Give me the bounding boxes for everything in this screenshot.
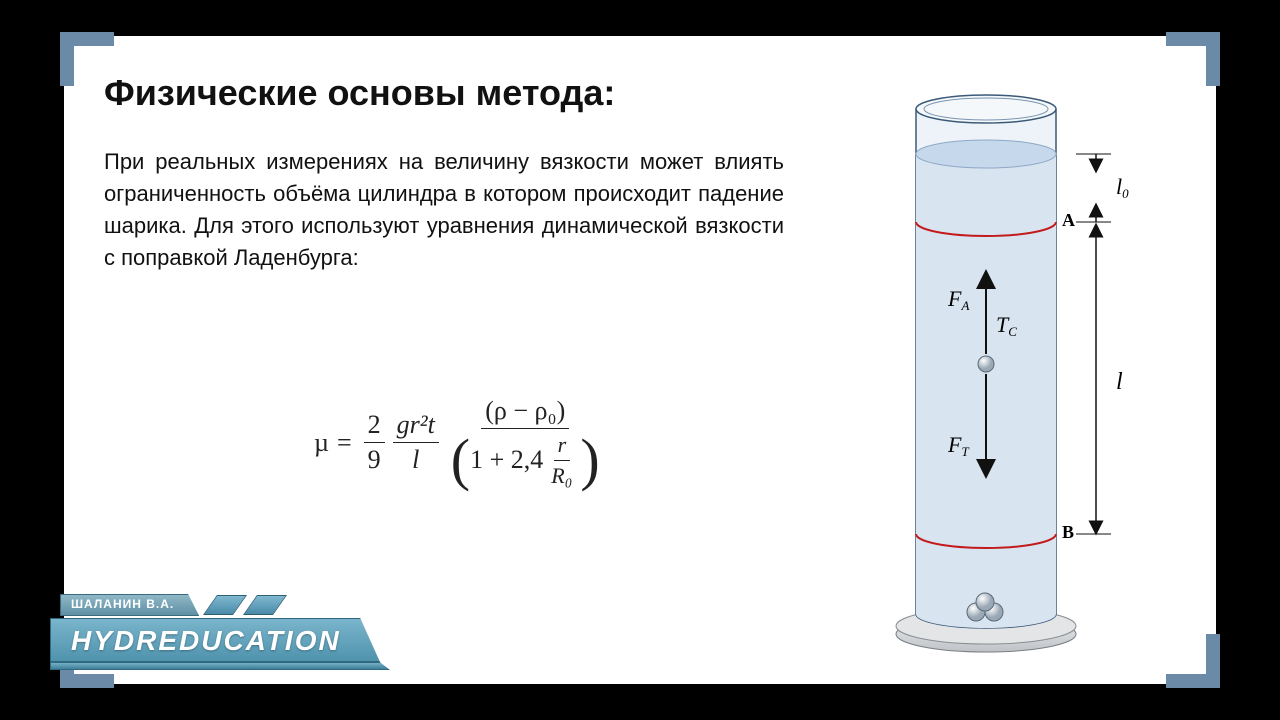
fraction-2-9: 2 9 [364, 410, 385, 475]
banner-slash-2 [243, 595, 287, 615]
dim-l-label: l [1116, 369, 1123, 395]
slide-title: Физические основы метода: [104, 72, 615, 114]
slide-content: Физические основы метода: При реальных и… [64, 36, 1216, 684]
banner-underline [50, 662, 390, 670]
slide-body-text: При реальных измерениях на величину вязк… [104, 146, 784, 274]
fraction-grt-l: gr²t l [393, 410, 439, 475]
formula-lhs: µ [314, 428, 329, 458]
brand-label: HYDREDUCATION [50, 618, 380, 662]
channel-banner: ШАЛАНИН В.А. HYDREDUCATION [50, 594, 410, 672]
cylinder-diagram: A B FA TC FT l0 l [876, 54, 1176, 666]
mark-b-label: B [1062, 522, 1074, 542]
formula-ladenburg: µ = 2 9 gr²t l (ρ − ρ₀) 1 + 2,4 r [314, 396, 608, 489]
author-label: ШАЛАНИН В.А. [60, 594, 199, 616]
dim-l0-label: l0 [1116, 174, 1129, 201]
mark-a-label: A [1062, 210, 1075, 230]
formula-eq: = [337, 428, 352, 458]
banner-slash-1 [203, 595, 247, 615]
fraction-rho-correction: (ρ − ρ₀) 1 + 2,4 r R₀ [447, 396, 604, 489]
fraction-r-R0: r R₀ [547, 432, 576, 489]
